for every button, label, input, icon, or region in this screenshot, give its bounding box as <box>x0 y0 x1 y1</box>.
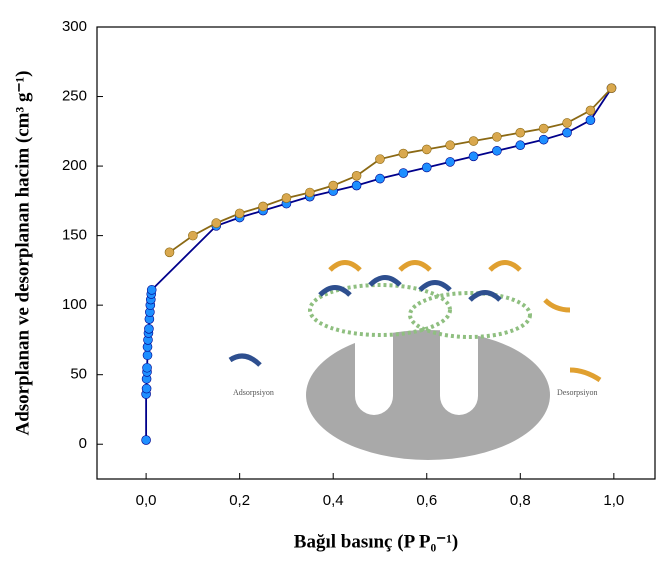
data-point <box>445 140 455 151</box>
data-point <box>351 180 362 191</box>
y-tick-label: 300 <box>62 18 87 35</box>
data-point <box>234 208 245 219</box>
data-point <box>328 180 339 191</box>
data-point <box>211 218 222 228</box>
data-point <box>141 383 152 394</box>
x-tick-label: 0,8 <box>510 492 531 509</box>
x-tick-label: 1,0 <box>603 492 624 509</box>
x-tick-label: 0,2 <box>229 492 250 509</box>
data-point <box>351 171 362 181</box>
x-tick-label: 0,4 <box>323 492 344 509</box>
series-line <box>168 87 613 254</box>
data-point <box>515 127 526 138</box>
y-tick-label: 200 <box>62 157 87 174</box>
plot-frame <box>96 26 656 480</box>
y-tick-label: 150 <box>62 227 87 244</box>
data-point <box>398 168 409 178</box>
data-point <box>585 115 596 125</box>
y-axis-label: Adsorplanan ve desorplanan hacim (cm³ g⁻… <box>12 70 33 435</box>
data-point <box>445 157 455 167</box>
data-point <box>468 136 479 146</box>
data-point <box>421 144 432 155</box>
data-point <box>141 435 151 445</box>
data-point <box>375 154 385 164</box>
data-point <box>142 362 152 373</box>
data-point <box>538 123 549 134</box>
x-tick-label: 0,6 <box>416 492 437 509</box>
annotation: Adsorpsiyon <box>233 388 274 397</box>
data-point <box>585 105 596 116</box>
data-point <box>142 350 153 361</box>
data-point <box>515 140 526 151</box>
data-point <box>375 173 385 184</box>
data-point <box>492 132 502 142</box>
x-tick-label: 0,0 <box>136 492 157 509</box>
data-point <box>538 134 549 145</box>
data-point <box>606 83 617 93</box>
data-point <box>164 247 175 258</box>
annotation: Desorpsiyon <box>557 388 597 397</box>
y-tick-label: 50 <box>70 366 87 383</box>
data-point <box>421 162 432 173</box>
y-tick-label: 0 <box>79 435 87 452</box>
data-point <box>146 285 157 295</box>
data-point <box>492 145 502 156</box>
data-point <box>258 201 268 212</box>
data-point <box>562 118 572 128</box>
data-point <box>562 127 572 138</box>
data-point <box>281 193 292 203</box>
data-point <box>188 230 198 241</box>
data-point <box>468 151 479 162</box>
data-point <box>144 323 154 334</box>
inset-illustration <box>228 260 602 460</box>
data-point <box>398 148 409 159</box>
y-tick-label: 250 <box>62 88 87 105</box>
y-tick-label: 100 <box>62 296 87 313</box>
x-axis-label: Bağıl basınç (P P₀⁻¹) <box>294 531 458 552</box>
data-point <box>305 187 315 198</box>
